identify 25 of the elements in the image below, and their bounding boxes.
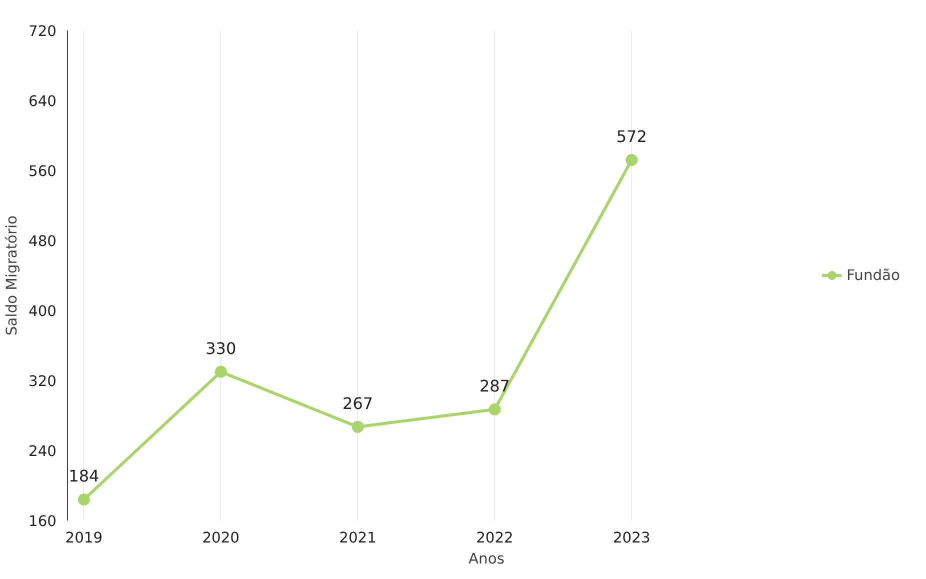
y-tick-label: 640 [28, 93, 57, 110]
point [488, 403, 501, 416]
y-tick-label: 720 [28, 23, 57, 40]
y-axis-title: Saldo Migratório [4, 215, 21, 336]
data-label: 572 [616, 127, 647, 146]
data-label: 330 [206, 338, 236, 358]
y-tick-label: 400 [28, 303, 57, 320]
x-tick-label: 2021 [339, 530, 376, 546]
y-tick-label: 480 [28, 233, 57, 250]
point [352, 420, 364, 433]
y-tick-label: 320 [28, 373, 57, 390]
y-tick-label: 160 [28, 513, 57, 530]
y-tick-label: 560 [28, 163, 57, 180]
point [78, 494, 90, 506]
point [214, 366, 227, 378]
y-tick-label: 240 [28, 443, 57, 460]
point [626, 154, 638, 166]
x-tick-label: 2023 [612, 530, 650, 546]
x-tick-label: 2020 [202, 530, 240, 546]
x-axis-title: Anos [468, 550, 504, 568]
legend-label: Fundão [846, 266, 900, 284]
data-label: 184 [68, 466, 100, 486]
x-tick-label: 2022 [476, 530, 514, 546]
data-label: 267 [342, 394, 374, 413]
x-tick-label: 2019 [65, 530, 103, 546]
